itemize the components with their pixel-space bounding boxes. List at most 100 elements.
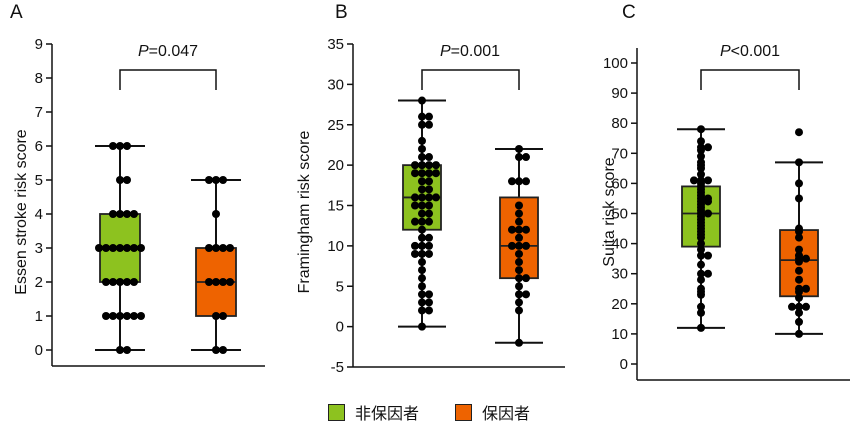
data-point (130, 278, 138, 286)
data-point (425, 112, 433, 121)
y-tick-label: 6 (35, 138, 43, 155)
y-tick-label: 100 (603, 55, 628, 72)
y-tick-label: 30 (327, 76, 344, 93)
data-point (697, 170, 705, 179)
data-point (418, 120, 426, 129)
y-tick-label: 15 (327, 198, 344, 215)
data-point (795, 251, 803, 260)
data-point (690, 176, 698, 185)
p-value-label: P=0.047 (138, 43, 198, 60)
data-point (795, 308, 803, 317)
y-tick-label: 60 (611, 175, 628, 192)
y-tick-label: 20 (611, 296, 628, 313)
data-point (418, 153, 426, 162)
data-point (116, 244, 124, 252)
data-point (219, 346, 227, 354)
data-point (418, 290, 426, 299)
data-point (795, 275, 803, 284)
data-point (212, 278, 220, 286)
data-point (226, 244, 234, 252)
data-point (795, 329, 803, 338)
data-point (432, 169, 440, 178)
y-tick-label: 40 (611, 236, 628, 253)
data-point (116, 312, 124, 320)
data-point (219, 244, 227, 252)
data-point (704, 209, 712, 218)
data-point (795, 266, 803, 275)
data-point (411, 217, 419, 226)
data-point (425, 169, 433, 178)
data-point (795, 293, 803, 302)
y-tick-label: 90 (611, 85, 628, 102)
data-point (515, 217, 523, 226)
panel-letter: B (335, 2, 348, 23)
data-point (212, 176, 220, 184)
data-point (418, 185, 426, 194)
data-point (418, 177, 426, 186)
data-point (418, 193, 426, 202)
y-axis-title: Framingham risk score (296, 131, 313, 294)
data-point (137, 244, 145, 252)
data-point (411, 169, 419, 178)
data-point (704, 251, 712, 260)
y-tick-label: 9 (35, 36, 43, 53)
data-point (411, 241, 419, 250)
data-point (515, 266, 523, 275)
data-point (418, 249, 426, 258)
data-point (116, 176, 124, 184)
y-tick-label: 4 (35, 206, 43, 223)
legend: 非保因者 保因者 (328, 400, 566, 424)
data-point (432, 193, 440, 202)
data-point (795, 128, 803, 137)
y-tick-label: 0 (35, 342, 43, 359)
data-point (418, 225, 426, 234)
y-tick-label: 35 (327, 36, 344, 53)
data-point (515, 225, 523, 234)
data-point (802, 302, 810, 311)
data-point (697, 137, 705, 146)
data-point (802, 254, 810, 263)
data-point (795, 302, 803, 311)
data-point (515, 306, 523, 315)
data-point (212, 346, 220, 354)
data-point (418, 298, 426, 307)
data-point (411, 249, 419, 258)
y-tick-label: 0 (336, 319, 344, 336)
data-point (425, 201, 433, 210)
data-point (205, 278, 213, 286)
data-point (508, 225, 516, 234)
data-point (418, 161, 426, 170)
data-point (212, 244, 220, 252)
p-value-label: P=0.001 (440, 43, 500, 60)
y-tick-label: 25 (327, 117, 344, 134)
data-point (425, 290, 433, 299)
y-tick-label: 2 (35, 274, 43, 291)
data-point (123, 244, 131, 252)
data-point (418, 169, 426, 178)
data-point (418, 233, 426, 242)
y-tick-label: 0 (620, 356, 628, 373)
y-tick-label: 70 (611, 145, 628, 162)
data-point (515, 144, 523, 153)
data-point (425, 120, 433, 129)
data-point (425, 177, 433, 186)
data-point (795, 245, 803, 254)
y-tick-label: 3 (35, 240, 43, 257)
y-tick-label: 10 (327, 238, 344, 255)
panel-letter: A (10, 2, 23, 23)
data-point (116, 278, 124, 286)
legend-item-noncarrier: 非保因者 (328, 400, 419, 424)
data-point (515, 298, 523, 307)
y-tick-label: 1 (35, 308, 43, 325)
data-point (425, 241, 433, 250)
significance-bracket (700, 69, 800, 90)
data-point (411, 161, 419, 170)
data-point (515, 282, 523, 291)
data-point (802, 284, 810, 293)
group-carrier (495, 144, 543, 347)
data-point (508, 241, 516, 250)
panel-letter: C (622, 2, 636, 23)
y-tick-label: 8 (35, 70, 43, 87)
data-point (418, 306, 426, 315)
